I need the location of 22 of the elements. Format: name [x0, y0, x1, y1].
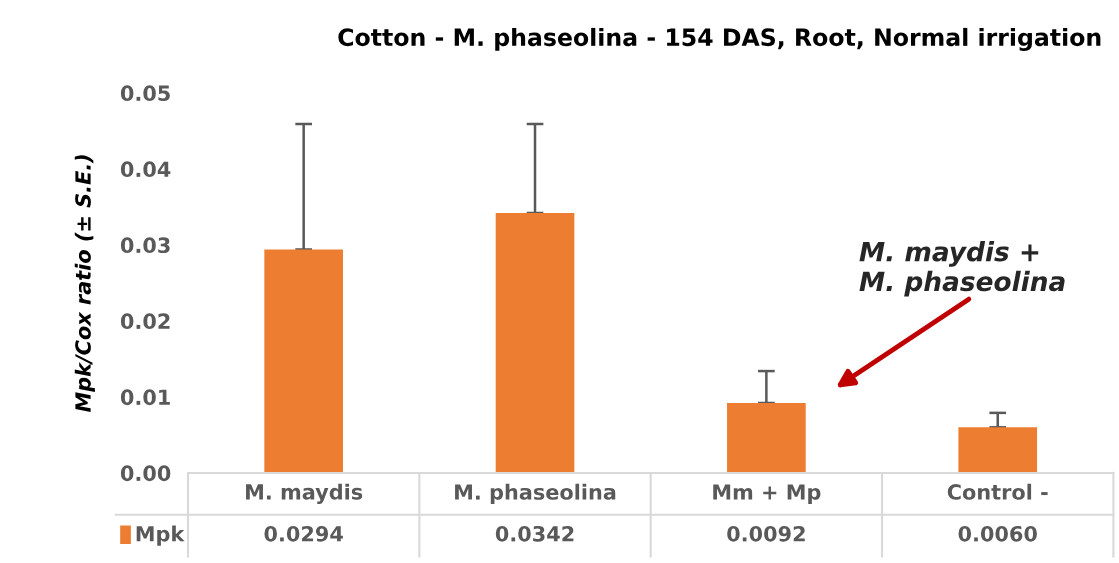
- x-tick-label: M. phaseolina: [455, 483, 616, 504]
- y-tick-label: 0.02: [120, 313, 170, 330]
- chart-title: Cotton - M. phaseolina - 154 DAS, Root, Normal irrigation: [338, 27, 1101, 51]
- x-tick-label: M. maydis: [246, 483, 363, 504]
- bar: [958, 427, 1038, 473]
- data-label: 0.0342: [495, 525, 574, 542]
- y-tick-label: 0.03: [120, 237, 170, 254]
- bar: [727, 403, 806, 473]
- data-label: 0.0294: [264, 525, 343, 542]
- bar: [264, 249, 343, 473]
- data-label: 0.0092: [727, 525, 805, 542]
- legend-label: Mpk: [136, 525, 185, 546]
- bar: [495, 212, 575, 473]
- annotation: M. maydis + M. phaseolina: [859, 241, 1065, 297]
- y-tick-label: 0.01: [120, 389, 170, 406]
- data-label: 0.0060: [958, 525, 1037, 542]
- x-tick-label: Mm + Mp: [713, 484, 821, 504]
- x-tick-label: Control -: [947, 483, 1048, 500]
- y-tick-label: 0.04: [120, 161, 171, 178]
- y-tick-label: 0.05: [120, 85, 170, 102]
- y-axis-title: Mpk/Cox ratio (± S.E.): [74, 155, 95, 413]
- y-tick-label: 0.00: [120, 465, 171, 482]
